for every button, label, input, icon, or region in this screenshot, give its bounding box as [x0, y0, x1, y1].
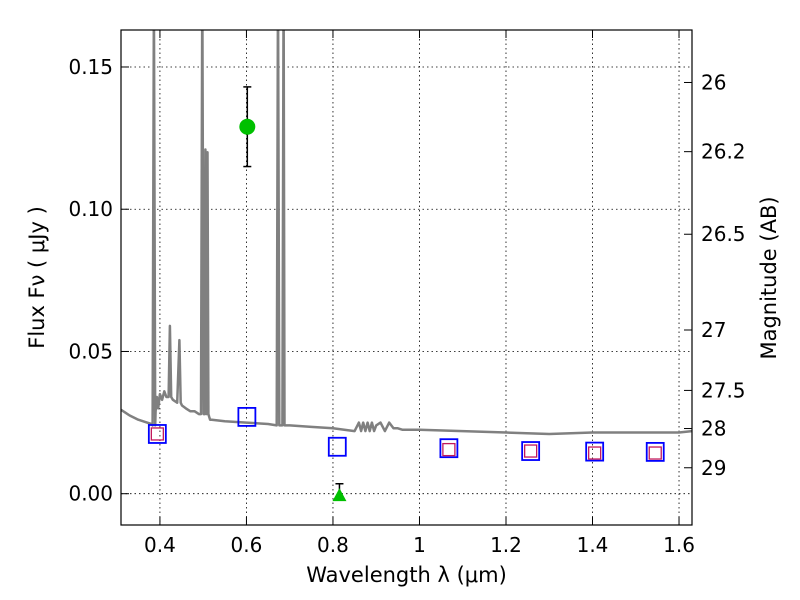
x-tick-label: 0.6 — [231, 533, 263, 557]
model-square-point — [147, 424, 167, 444]
x-tick-label: 0.4 — [144, 533, 176, 557]
magnitude-tick-label: 26 — [701, 70, 726, 94]
detection-circle-point — [239, 118, 256, 135]
x-tick-label: 1.2 — [490, 533, 522, 557]
y-tick-label: 0.05 — [68, 339, 113, 363]
model-square-point — [585, 441, 605, 462]
magnitude-tick-label: 26.5 — [701, 222, 746, 246]
spectrum-line — [121, 30, 692, 436]
y-tick-label: 0.10 — [68, 197, 113, 221]
limit-square-point — [523, 444, 538, 458]
axes: 0.4 0.6 0.8 1 1.2 1.4 1.6 0.00 0.05 0.10 0.15 26 26.… — [68, 29, 746, 557]
model-square-point — [521, 441, 541, 461]
magnitude-tick-label: 26.2 — [701, 140, 746, 164]
magnitude-tick-label: 28 — [701, 417, 726, 441]
model-square-point — [327, 436, 347, 457]
limit-square-point — [150, 427, 164, 441]
y-tick-label: 0.00 — [68, 482, 113, 506]
x-tick-label: 0.8 — [317, 533, 349, 557]
limit-square-point — [648, 446, 662, 460]
model-square-point — [645, 441, 665, 462]
x-tick-label: 1.4 — [577, 533, 609, 557]
x-tick-label: 1 — [413, 533, 426, 557]
magnitude-tick-label: 27.5 — [701, 378, 746, 402]
plot-frame — [120, 29, 693, 526]
right-axis-label: Magnitude (AB) — [757, 196, 781, 359]
y-axis-label: Flux Fν ( μJy ) — [25, 206, 49, 349]
y-tick-label: 0.15 — [68, 55, 113, 79]
magnitude-tick-label: 27 — [701, 318, 726, 342]
model-square-point — [439, 438, 459, 459]
x-tick-label: 1.6 — [663, 533, 695, 557]
limit-square-point — [588, 446, 602, 460]
x-axis-label: Wavelength λ (μm) — [306, 563, 507, 587]
magnitude-tick-label: 29 — [701, 456, 726, 480]
model-square-point — [237, 406, 257, 427]
grid — [121, 30, 692, 525]
plot-area — [121, 30, 692, 502]
detection-triangle-point — [332, 488, 347, 502]
limit-square-point — [442, 442, 456, 457]
